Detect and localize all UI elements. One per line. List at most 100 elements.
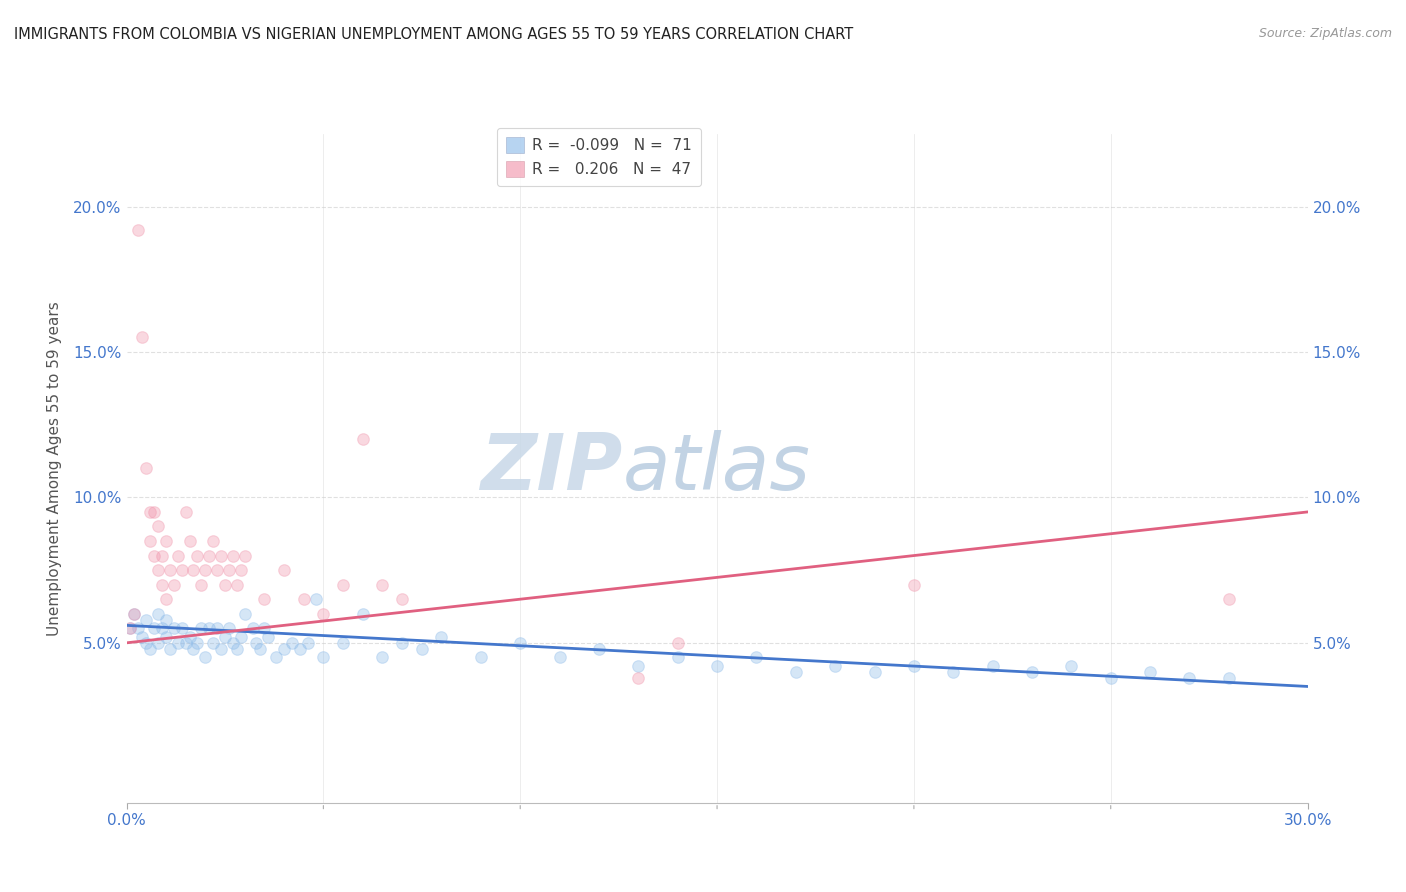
- Point: [233, 607, 256, 621]
- Point: [135, 613, 157, 627]
- Point: [548, 650, 571, 665]
- Text: atlas: atlas: [623, 430, 810, 507]
- Point: [163, 621, 186, 635]
- Point: [183, 641, 205, 656]
- Point: [209, 549, 232, 563]
- Point: [174, 505, 197, 519]
- Point: [205, 621, 228, 635]
- Point: [332, 577, 354, 591]
- Point: [190, 577, 212, 591]
- Point: [198, 549, 221, 563]
- Point: [202, 636, 225, 650]
- Point: [186, 549, 208, 563]
- Point: [391, 592, 413, 607]
- Point: [163, 577, 186, 591]
- Point: [209, 641, 232, 656]
- Point: [155, 613, 177, 627]
- Point: [706, 659, 728, 673]
- Point: [218, 621, 240, 635]
- Point: [666, 650, 689, 665]
- Point: [229, 630, 252, 644]
- Point: [150, 621, 173, 635]
- Text: IMMIGRANTS FROM COLOMBIA VS NIGERIAN UNEMPLOYMENT AMONG AGES 55 TO 59 YEARS CORR: IMMIGRANTS FROM COLOMBIA VS NIGERIAN UNE…: [14, 27, 853, 42]
- Point: [824, 659, 846, 673]
- Point: [146, 563, 169, 577]
- Point: [229, 563, 252, 577]
- Point: [1218, 592, 1240, 607]
- Point: [155, 534, 177, 549]
- Point: [981, 659, 1004, 673]
- Point: [124, 607, 146, 621]
- Point: [202, 534, 225, 549]
- Point: [218, 563, 240, 577]
- Point: [273, 563, 295, 577]
- Point: [225, 641, 247, 656]
- Point: [264, 650, 287, 665]
- Point: [371, 577, 394, 591]
- Point: [120, 621, 142, 635]
- Text: ZIP: ZIP: [481, 430, 623, 507]
- Legend: R =  -0.099   N =  71, R =   0.206   N =  47: R = -0.099 N = 71, R = 0.206 N = 47: [496, 128, 702, 186]
- Point: [242, 621, 264, 635]
- Point: [205, 563, 228, 577]
- Point: [186, 636, 208, 650]
- Point: [903, 659, 925, 673]
- Point: [159, 563, 181, 577]
- Point: [312, 607, 335, 621]
- Point: [332, 636, 354, 650]
- Point: [588, 641, 610, 656]
- Point: [245, 636, 267, 650]
- Point: [166, 636, 188, 650]
- Point: [1060, 659, 1083, 673]
- Point: [150, 577, 173, 591]
- Point: [183, 563, 205, 577]
- Point: [139, 534, 162, 549]
- Point: [143, 621, 166, 635]
- Point: [166, 549, 188, 563]
- Text: Source: ZipAtlas.com: Source: ZipAtlas.com: [1258, 27, 1392, 40]
- Point: [120, 621, 142, 635]
- Point: [131, 630, 153, 644]
- Point: [143, 549, 166, 563]
- Point: [155, 630, 177, 644]
- Point: [233, 549, 256, 563]
- Point: [139, 505, 162, 519]
- Point: [312, 650, 335, 665]
- Point: [179, 630, 201, 644]
- Point: [135, 461, 157, 475]
- Point: [131, 330, 153, 344]
- Point: [903, 577, 925, 591]
- Point: [225, 577, 247, 591]
- Point: [470, 650, 492, 665]
- Point: [785, 665, 807, 679]
- Point: [509, 636, 531, 650]
- Point: [146, 519, 169, 533]
- Point: [194, 563, 217, 577]
- Point: [214, 577, 236, 591]
- Point: [214, 630, 236, 644]
- Point: [304, 592, 326, 607]
- Point: [273, 641, 295, 656]
- Point: [391, 636, 413, 650]
- Point: [127, 621, 149, 635]
- Point: [627, 659, 650, 673]
- Point: [292, 592, 315, 607]
- Point: [430, 630, 453, 644]
- Point: [1099, 671, 1122, 685]
- Point: [253, 592, 276, 607]
- Point: [942, 665, 965, 679]
- Point: [174, 636, 197, 650]
- Point: [170, 621, 193, 635]
- Point: [135, 636, 157, 650]
- Point: [1139, 665, 1161, 679]
- Point: [1218, 671, 1240, 685]
- Point: [352, 607, 374, 621]
- Point: [222, 636, 245, 650]
- Point: [257, 630, 280, 644]
- Point: [745, 650, 768, 665]
- Point: [146, 636, 169, 650]
- Point: [249, 641, 271, 656]
- Point: [1178, 671, 1201, 685]
- Point: [127, 223, 149, 237]
- Point: [194, 650, 217, 665]
